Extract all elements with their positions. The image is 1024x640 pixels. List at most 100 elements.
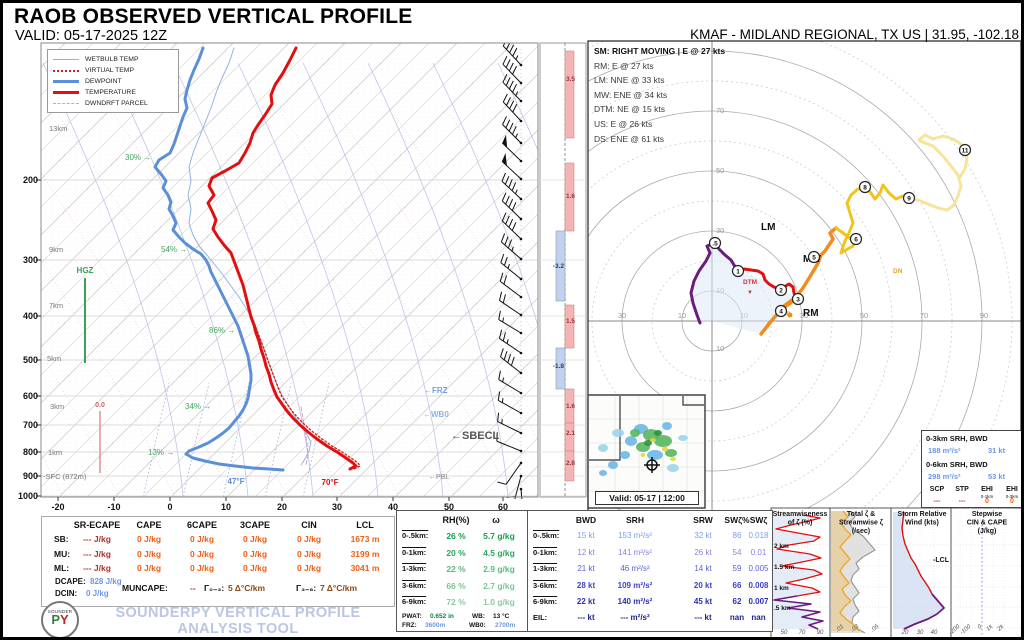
- table-cell: 140 m²/s²: [617, 597, 653, 606]
- hodo-height-marker: [807, 250, 821, 264]
- table-cell: 3-6km:: [533, 580, 558, 590]
- svg-text:1 km: 1 km: [774, 585, 789, 592]
- table-cell: 5 Δ°C/km: [228, 583, 266, 593]
- mini-chart-2: Storm Relative Wind (kts) 20 30 40 -LCL: [890, 507, 952, 637]
- table-cell: 0 J/kg: [296, 534, 322, 544]
- svg-text:70: 70: [716, 106, 724, 115]
- svg-text:0.0: 0.0: [95, 402, 105, 409]
- svg-text:600: 600: [23, 391, 38, 401]
- table-cell: --- kt: [694, 613, 712, 622]
- svg-text:400: 400: [23, 311, 38, 321]
- table-cell: 0 J/kg: [136, 563, 162, 573]
- table-cell: 153 m²/s²: [618, 531, 652, 540]
- svg-text:2.1: 2.1: [566, 430, 575, 437]
- table-cell: 28 kt: [576, 580, 596, 590]
- svg-text:1.6: 1.6: [566, 193, 575, 200]
- legend-label: WETBULB TEMP: [85, 56, 139, 63]
- table-cell: DCAPE:: [55, 577, 86, 586]
- svg-text:-10: -10: [107, 502, 120, 512]
- table-cell: ω: [492, 515, 500, 525]
- valid-timestamp: VALID: 05-17-2025 12Z: [15, 28, 168, 44]
- table-cell: 0 J/kg: [136, 548, 162, 559]
- svg-text:Wind (kts): Wind (kts): [905, 520, 939, 527]
- svg-text:1.5 km: 1.5 km: [774, 564, 794, 571]
- table-cell: 26 %: [446, 531, 466, 541]
- svg-text:Streamwiseness: Streamwiseness: [773, 511, 828, 518]
- temperature-advection-strip: 3.5 1.6 -3.2 1.5 -1.8 1.6 2.1 2.8: [539, 42, 587, 498]
- table-cell: Γ₃₋₆:: [296, 583, 317, 593]
- legend-item: DEWPOINT: [53, 76, 173, 87]
- hodo-height-marker: [849, 232, 863, 246]
- svg-text:30: 30: [716, 226, 724, 235]
- svg-text:1k: 1k: [986, 623, 995, 632]
- svg-text:10: 10: [221, 502, 231, 512]
- svg-text:.5: .5: [712, 240, 718, 247]
- table-cell: 3CAPE: [239, 520, 270, 530]
- table-cell: 14 kt: [694, 564, 712, 573]
- table-cell: LCL: [356, 520, 374, 530]
- table-cell: 188 m²/s²: [928, 446, 961, 455]
- table-cell: FRZ:: [402, 622, 417, 629]
- svg-text:2: 2: [779, 287, 783, 294]
- table-cell: 0-.5km:: [533, 531, 560, 540]
- hodo-height-marker: [902, 191, 916, 205]
- table-cell: 66: [732, 580, 742, 590]
- table-cell: 20 kt: [693, 580, 713, 590]
- svg-text:9: 9: [907, 195, 911, 202]
- table-cell: 59: [732, 564, 742, 573]
- table-cell: 2.9 g/kg: [483, 564, 515, 574]
- table-cell: 0: [1010, 498, 1014, 505]
- svg-text:(/sec): (/sec): [852, 528, 870, 535]
- svg-text:30: 30: [332, 502, 342, 512]
- table-cell: 5.7 g/kg: [483, 531, 515, 541]
- srh-bwd-summary: 0-3km SRH, BWD 188 m²/s² 31 kt 0-6km SRH, B…: [921, 430, 1021, 508]
- table-cell: 0 J/kg: [189, 563, 215, 573]
- table-cell: 0.008: [748, 580, 769, 590]
- table-cell: 1-3km:: [402, 564, 427, 573]
- hodo-height-marker: [858, 180, 872, 194]
- table-cell: --- m²/s²: [620, 613, 650, 622]
- legend-item: TEMPERATURE: [53, 87, 173, 98]
- svg-text:50: 50: [781, 630, 788, 636]
- temperature-curve: [206, 46, 358, 471]
- table-cell: --- J/kg: [83, 548, 111, 559]
- hodo-height-marker: [708, 236, 722, 250]
- svg-text:HGZ: HGZ: [77, 266, 94, 275]
- table-divider: [527, 511, 528, 631]
- dwndrft-parcel-curve: [300, 406, 309, 466]
- table-cell: BWD: [575, 515, 597, 525]
- svg-text:50: 50: [716, 166, 724, 175]
- svg-text:2.8: 2.8: [566, 460, 575, 467]
- table-cell: 0 J/kg: [86, 589, 109, 598]
- svg-text:CIN & CAPE: CIN & CAPE: [967, 520, 1008, 527]
- page-title: RAOB OBSERVED VERTICAL PROFILE: [14, 5, 413, 28]
- table-cell: EIL:: [533, 613, 548, 622]
- svg-text:10: 10: [678, 311, 686, 320]
- table-cell: 3041 m: [350, 563, 380, 573]
- table-cell: DCIN:: [55, 589, 78, 598]
- svg-text:200: 200: [23, 175, 38, 185]
- table-cell: EHI: [981, 486, 993, 493]
- svg-text:UP: UP: [782, 312, 790, 318]
- svg-text:5: 5: [812, 254, 816, 261]
- svg-text:700: 700: [23, 420, 38, 430]
- table-cell: --- J/kg: [83, 534, 111, 544]
- svg-text:1km: 1km: [48, 448, 62, 457]
- svg-text:54% →: 54% →: [161, 245, 187, 254]
- svg-text:LM: LM: [761, 222, 775, 233]
- table-cell: 2.7 g/kg: [483, 580, 515, 591]
- svg-text:70: 70: [799, 630, 806, 636]
- table-cell: 6-9km:: [402, 597, 427, 606]
- table-cell: 3600m: [425, 622, 446, 629]
- hodo-trace-0-1km: [689, 241, 740, 325]
- table-cell: 828 J/kg: [90, 577, 122, 586]
- storm-motion-line: DS: ENE @ 61 kts: [594, 133, 665, 144]
- table-cell: WB:: [472, 613, 485, 620]
- skewt-panel: [41, 43, 538, 498]
- radar-valid-caption: Valid: 05-17 | 12:00: [595, 491, 699, 505]
- svg-text:3km: 3km: [50, 402, 64, 411]
- table-cell: 0-3km SRH, BWD: [926, 434, 988, 443]
- storm-motion-line: MW: ENE @ 34 kts: [594, 89, 668, 100]
